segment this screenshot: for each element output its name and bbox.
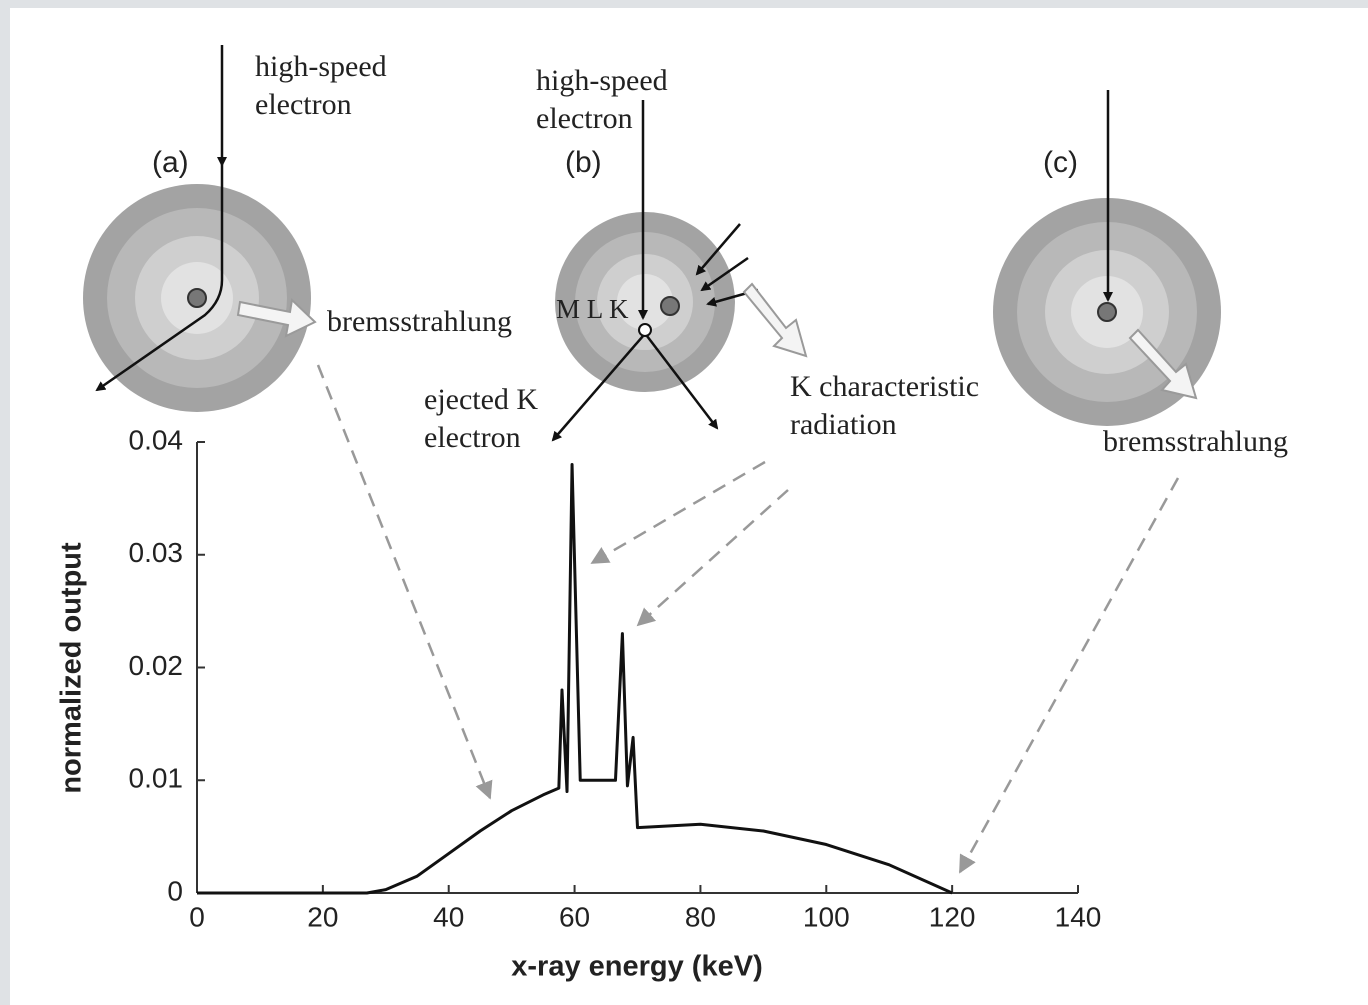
- frame: [10, 8, 1368, 1005]
- x-tick-label: 60: [559, 901, 590, 932]
- x-tick-label: 100: [803, 901, 850, 932]
- annotation: bremsstrahlung: [327, 305, 512, 338]
- x-tick-label: 0: [189, 901, 205, 932]
- y-tick-label: 0.02: [129, 650, 184, 681]
- annotation: bremsstrahlung: [1103, 425, 1288, 458]
- annotation: M L K: [556, 294, 629, 324]
- y-axis-title: normalized output: [56, 542, 88, 794]
- y-tick-label: 0: [167, 875, 183, 906]
- atom-c: [993, 198, 1221, 426]
- spectrum-line: [197, 463, 953, 895]
- atom-b: [555, 212, 735, 392]
- annotation: K characteristic radiation: [790, 370, 980, 441]
- x-tick-label: 40: [433, 901, 464, 932]
- dashed-pointers: [316, 364, 1180, 874]
- atom-a: [83, 184, 311, 412]
- panel-label: (b): [565, 146, 602, 179]
- electron-paths: [95, 45, 1113, 442]
- y-tick-label: 0.03: [129, 537, 184, 568]
- photon-arrows: [236, 282, 1198, 400]
- annotation: high-speed electron: [255, 50, 387, 121]
- panel-label: (c): [1043, 146, 1078, 179]
- x-tick-label: 20: [307, 901, 338, 932]
- panel-label: (a): [152, 146, 189, 179]
- x-tick-label: 140: [1055, 901, 1102, 932]
- y-tick-label: 0.04: [129, 424, 184, 455]
- annotation: ejected K electron: [424, 383, 539, 454]
- y-tick-label: 0.01: [129, 763, 184, 794]
- x-tick-label: 120: [929, 901, 976, 932]
- x-tick-label: 80: [685, 901, 716, 932]
- x-axis-title: x-ray energy (keV): [511, 951, 762, 983]
- vacancy: [638, 323, 652, 337]
- annotation: high-speed electron: [536, 64, 668, 135]
